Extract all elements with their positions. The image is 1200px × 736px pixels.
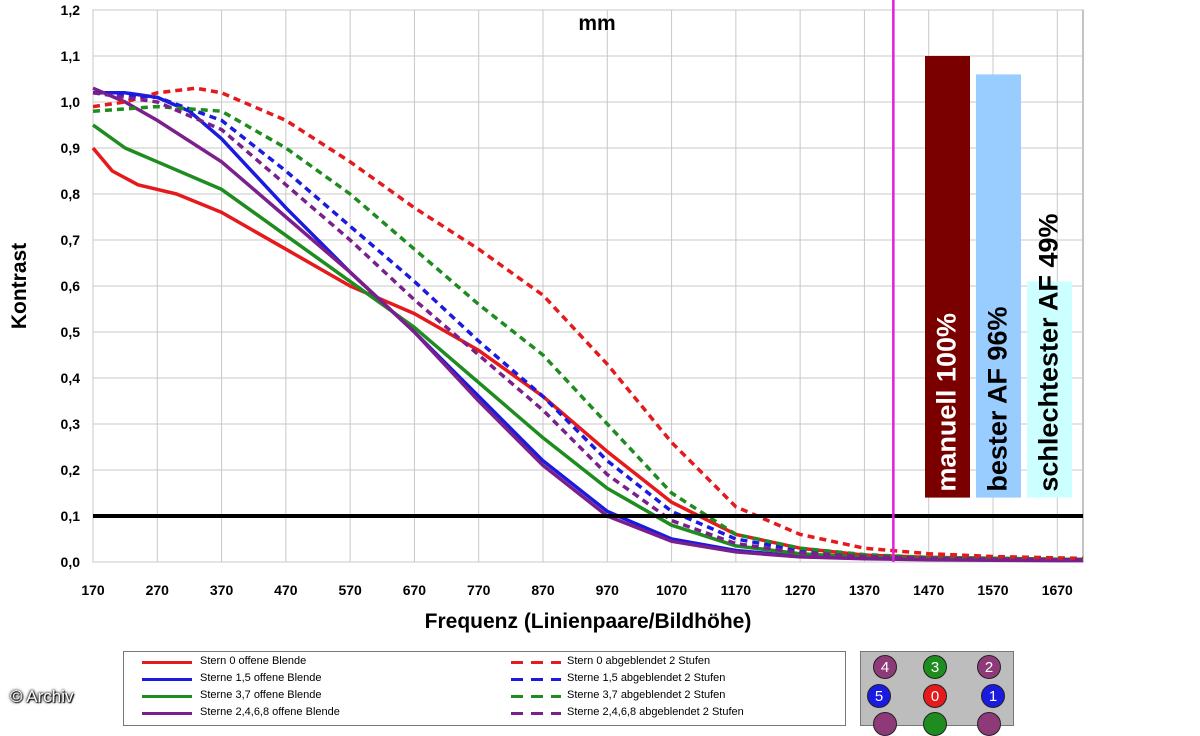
- image-credit: © Archiv: [10, 687, 74, 706]
- legend-swatch: [142, 678, 192, 681]
- legend-label: Sterne 3,7 abgeblendet 2 Stufen: [567, 689, 726, 701]
- x-tick-label: 1070: [656, 582, 687, 598]
- y-tick-label: 0,6: [61, 278, 81, 294]
- legend-label: Sterne 1,5 offene Blende: [200, 672, 322, 684]
- af-result-bar: [976, 74, 1021, 498]
- legend-swatch: [511, 678, 561, 681]
- legend-label: Sterne 2,4,6,8 offene Blende: [200, 706, 340, 718]
- legend-swatch: [142, 712, 192, 715]
- y-tick-label: 1,0: [61, 94, 81, 110]
- af-sensor-map: 4 3 2 5 0 1: [860, 651, 1014, 736]
- y-tick-label: 0,0: [61, 554, 81, 570]
- y-tick-label: 0,5: [61, 324, 81, 340]
- y-tick-label: 0,7: [61, 232, 81, 248]
- series-line: [92, 86, 1083, 563]
- x-tick-label: 470: [274, 582, 298, 598]
- sensor-dot: 5: [867, 684, 891, 708]
- legend-label: Stern 0 abgeblendet 2 Stufen: [567, 655, 711, 667]
- series-line: [92, 86, 1084, 561]
- x-tick-label: 370: [210, 582, 234, 598]
- legend-label: Stern 0 offene Blende: [200, 655, 307, 667]
- mtf-chart: 170 270 370 470 570 670 770 870 970 1070 1170 1270 1…: [8, 0, 1084, 633]
- af-result-bar: [1027, 281, 1072, 498]
- sensor-dot: 2: [977, 655, 1001, 679]
- af-result-bar-label: schlechtester AF 49%: [1034, 213, 1064, 491]
- x-tick-label: 1170: [721, 582, 752, 598]
- legend-swatch: [511, 712, 561, 715]
- x-tick-label: 1370: [849, 582, 880, 598]
- sensor-dot: 4: [873, 655, 897, 679]
- x-tick-label: 870: [531, 582, 555, 598]
- x-tick-label: 970: [596, 582, 620, 598]
- x-tick-label: 1670: [1042, 582, 1073, 598]
- sensor-dot: [873, 712, 897, 736]
- legend-label: Sterne 3,7 offene Blende: [200, 689, 322, 701]
- legend-swatch: [142, 695, 192, 698]
- legend-swatch: [511, 695, 561, 698]
- legend-label: Sterne 1,5 abgeblendet 2 Stufen: [567, 672, 726, 684]
- chart-legend: Stern 0 offene Blende Sterne 1,5 offene …: [123, 651, 846, 726]
- x-tick-label: 170: [81, 582, 105, 598]
- legend-swatch: [511, 661, 561, 664]
- y-tick-label: 0,4: [61, 370, 81, 386]
- y-tick-label: 0,9: [61, 140, 81, 156]
- x-tick-label: 770: [467, 582, 491, 598]
- x-tick-label: 270: [146, 582, 170, 598]
- series-line: [92, 104, 1083, 561]
- sensor-dot: [923, 712, 947, 736]
- x-tick-label: 1570: [977, 582, 1008, 598]
- sensor-dot: 1: [981, 684, 1005, 708]
- y-tick-label: 0,8: [61, 186, 81, 202]
- legend-swatch: [142, 661, 192, 664]
- af-result-bar-label: manuell 100%: [932, 313, 962, 492]
- y-tick-label: 0,1: [61, 508, 81, 524]
- x-tick-label: 1470: [913, 582, 944, 598]
- y-axis-title: Kontrast: [8, 243, 31, 329]
- chart-title-fragment: mm: [578, 12, 615, 35]
- y-tick-label: 0,2: [61, 462, 81, 478]
- sensor-dot: [977, 712, 1001, 736]
- series-line: [92, 91, 1083, 562]
- af-result-bar-label: bester AF 96%: [983, 307, 1013, 492]
- y-tick-label: 0,3: [61, 416, 81, 432]
- x-tick-label: 570: [338, 582, 362, 598]
- x-axis-title: Frequenz (Linienpaare/Bildhöhe): [425, 610, 752, 633]
- af-result-bar: [925, 56, 970, 498]
- x-tick-label: 1270: [785, 582, 816, 598]
- legend-label: Sterne 2,4,6,8 abgeblendet 2 Stufen: [567, 706, 744, 718]
- sensor-dot: 0: [923, 684, 947, 708]
- sensor-dot: 3: [923, 655, 947, 679]
- x-tick-label: 670: [403, 582, 427, 598]
- y-tick-label: 1,1: [61, 48, 81, 64]
- y-tick-label: 1,2: [61, 2, 81, 18]
